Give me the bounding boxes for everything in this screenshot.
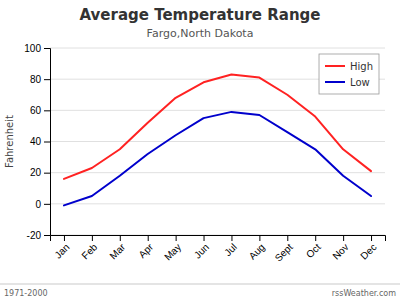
x-tick-label: Nov [330, 241, 350, 261]
y-tick-mark [44, 173, 50, 174]
x-tick-mark [204, 235, 205, 241]
x-tick: Jan [52, 235, 71, 261]
grid-line [50, 203, 385, 204]
x-tick-mark [64, 235, 65, 241]
y-tick-label: 100 [24, 43, 41, 54]
x-tick: Apr [136, 235, 155, 260]
y-tick-label: 20 [30, 167, 42, 178]
x-tick-mark [315, 235, 316, 241]
x-axis: Jan Feb Mar Apr May Jun Jul Aug Sept Oct Nov Dec [51, 235, 386, 264]
y-tick: 40 [30, 136, 50, 147]
legend-entry: Low [350, 77, 370, 88]
x-tick-label: Dec [358, 241, 378, 261]
plot: -20 0 20 40 60 80 100 Jan Feb Mar Apr May Jun Jul Aug S… [24, 43, 385, 264]
x-tick: Aug [247, 235, 267, 262]
legend-frame [319, 54, 379, 94]
y-axis-title: Fahrenheit [4, 115, 15, 168]
y-tick: 100 [24, 43, 50, 54]
y-tick-label: 80 [30, 74, 42, 85]
x-tick-mark [259, 235, 260, 241]
title: Average Temperature Range [79, 6, 320, 24]
y-tick-mark [44, 110, 50, 111]
x-tick-mark [343, 235, 344, 241]
x-tick-mark [231, 235, 232, 241]
grid-line [50, 141, 385, 142]
legend-entry: High [350, 61, 373, 72]
grid-line [50, 48, 385, 49]
y-tick: -20 [27, 230, 50, 241]
y-axis: -20 0 20 40 60 80 100 [24, 43, 50, 241]
x-tick: Jun [192, 235, 211, 261]
x-tick: Mar [107, 235, 127, 261]
y-tick-mark [44, 48, 50, 49]
y-tick-label: -20 [27, 230, 42, 241]
x-tick: Oct [304, 235, 323, 260]
x-tick-label: Jul [222, 241, 239, 258]
chart: Average Temperature Range Fargo,North Dak… [0, 0, 400, 300]
x-tick-label: Jan [52, 241, 71, 260]
x-tick-label: Oct [304, 241, 323, 260]
y-tick: 0 [35, 199, 50, 210]
y-tick-label: 60 [30, 105, 42, 116]
x-tick-label: Feb [79, 241, 99, 261]
x-tick: Feb [79, 235, 99, 261]
x-tick: Nov [330, 235, 350, 262]
x-tick-mark [371, 235, 372, 241]
x-tick-mark [176, 235, 177, 241]
grid [50, 48, 385, 235]
subtitle: Fargo,North Dakota [147, 27, 254, 40]
y-tick-label: 40 [30, 136, 42, 147]
grid-line [50, 110, 385, 111]
x-tick-label: May [162, 241, 183, 262]
x-tick: Sept [273, 235, 295, 264]
x-tick-label: Sept [273, 241, 295, 263]
y-tick-label: 0 [35, 199, 41, 210]
x-tick: Dec [358, 235, 378, 262]
x-tick-label: Mar [107, 241, 127, 261]
grid-line [50, 172, 385, 173]
x-tick: Jul [222, 235, 239, 258]
y-tick-mark [44, 142, 50, 143]
x-tick-mark [92, 235, 93, 241]
series-line [64, 112, 371, 206]
y-tick-mark [44, 79, 50, 80]
x-tick-mark [120, 235, 121, 241]
x-axis-line [51, 236, 386, 242]
y-axis-line [44, 49, 51, 236]
x-tick-mark [148, 235, 149, 241]
legend-swatch [325, 81, 345, 83]
y-tick: 80 [30, 74, 50, 85]
y-tick-mark [44, 204, 50, 205]
y-tick: 20 [30, 167, 50, 178]
x-tick-mark [287, 235, 288, 241]
x-tick-label: Jun [192, 241, 211, 260]
footer-note: rssWeather.com [332, 289, 396, 298]
legend: High Low [319, 54, 379, 94]
legend-swatch [325, 65, 345, 67]
footer-note: 1971-2000 [4, 289, 48, 298]
x-tick-label: Aug [247, 241, 267, 261]
x-tick-label: Apr [136, 241, 155, 260]
separator [0, 284, 400, 285]
y-tick-mark [44, 235, 50, 236]
y-tick: 60 [30, 105, 50, 116]
x-tick: May [162, 235, 183, 263]
